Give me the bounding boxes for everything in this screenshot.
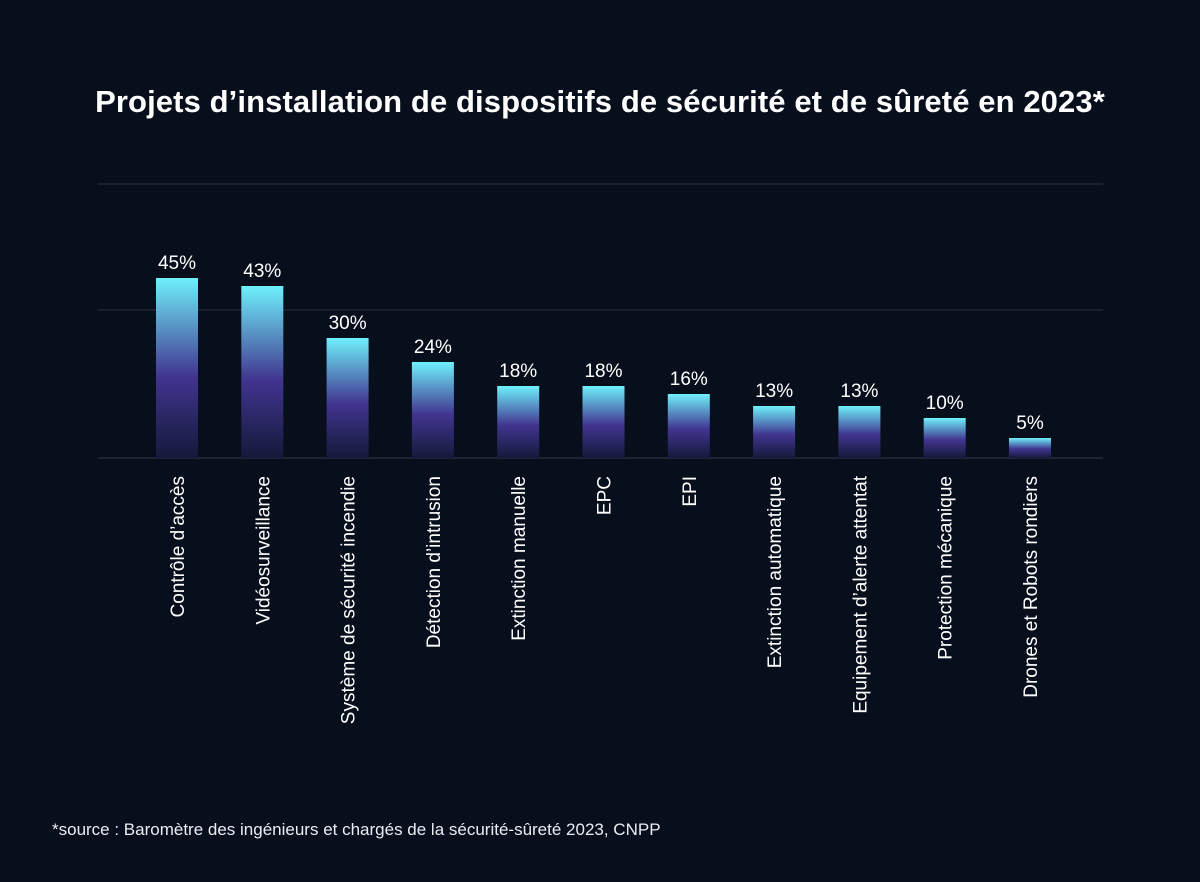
category-label: Extinction manuelle [509, 476, 530, 641]
data-label: 16% [670, 369, 708, 390]
bar [753, 406, 796, 458]
category-label: Contrôle d’accès [168, 476, 189, 618]
chart-title: Projets d’installation de dispositifs de… [95, 84, 1105, 119]
category-label: Vidéosurveillance [253, 476, 274, 625]
category-label: EPI [680, 476, 701, 507]
bar [326, 338, 369, 458]
data-label: 10% [926, 393, 964, 414]
bar [156, 278, 198, 458]
bar [582, 386, 625, 458]
bar [923, 418, 966, 458]
data-label: 13% [755, 381, 793, 402]
category-label: Drones et Robots rondiers [1021, 476, 1042, 698]
category-label: Système de sécurité incendie [339, 476, 360, 724]
data-label: 5% [1016, 413, 1044, 434]
bar [411, 362, 454, 458]
data-label: 45% [158, 253, 196, 274]
source-footnote: *source : Baromètre des ingénieurs et ch… [52, 820, 661, 839]
bar [1009, 438, 1051, 458]
category-label: Protection mécanique [936, 476, 957, 660]
category-label: Détection d’intrusion [424, 476, 445, 648]
data-label: 24% [414, 337, 452, 358]
data-label: 43% [243, 261, 281, 282]
category-label: Equipement d’alerte attentat [850, 475, 871, 713]
data-label: 18% [499, 361, 537, 382]
data-label: 30% [329, 313, 367, 334]
category-label: Extinction automatique [765, 476, 786, 668]
data-label: 18% [584, 361, 622, 382]
data-label: 13% [840, 381, 878, 402]
bar [497, 386, 540, 458]
bar [838, 406, 881, 458]
category-label: EPC [595, 476, 616, 515]
bar [667, 394, 710, 458]
bar [241, 286, 284, 458]
